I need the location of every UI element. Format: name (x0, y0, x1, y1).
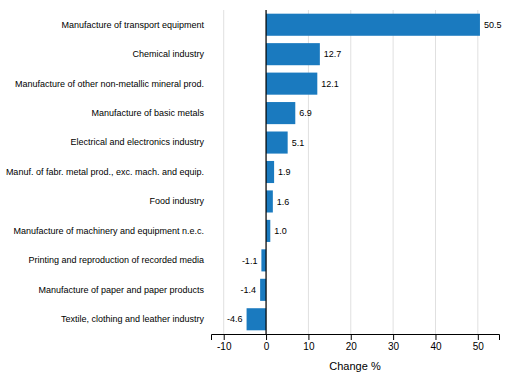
y-tick: Manufacture of machinery and equipment n… (13, 226, 204, 236)
x-tick-mark (393, 334, 394, 340)
y-tick-label: Manuf. of fabr. metal prod., exc. mach. … (6, 167, 204, 177)
x-axis: -10 0 10 20 30 40 50 (212, 334, 500, 352)
x-tick-mark (435, 334, 436, 340)
y-tick-label: Manufacture of basic metals (91, 108, 204, 118)
x-tick-label: 20 (346, 341, 358, 352)
x-tick: 30 (388, 334, 400, 352)
data-label: 6.9 (299, 108, 312, 118)
y-tick: Manufacture of transport equipment (61, 20, 204, 30)
x-tick-label: 30 (388, 341, 400, 352)
y-tick: Printing and reproduction of recorded me… (28, 255, 204, 265)
x-tick-mark (351, 334, 352, 340)
x-axis-line (212, 335, 500, 341)
data-label: 1.0 (274, 226, 287, 236)
data-label: 12.1 (321, 79, 339, 89)
data-label: 1.9 (278, 167, 291, 177)
x-tick: 20 (346, 334, 358, 352)
x-tick-mark (266, 334, 267, 340)
data-label: 50.5 (484, 20, 502, 30)
y-tick-label: Textile, clothing and leather industry (61, 314, 205, 324)
y-tick: Manufacture of paper and paper products (38, 285, 204, 295)
chart: -10 0 10 20 30 40 50 Textile, clothing and leat… (0, 0, 529, 378)
data-label: -1.1 (242, 256, 258, 266)
bar (266, 43, 320, 65)
y-tick-label: Manufacture of paper and paper products (38, 285, 204, 295)
grid-line (393, 10, 394, 334)
bar (260, 279, 266, 301)
y-tick: Food industry (149, 196, 204, 206)
data-label: 5.1 (292, 138, 305, 148)
x-tick-label: 50 (473, 341, 485, 352)
x-tick-label: 0 (264, 341, 270, 352)
bar (247, 308, 266, 330)
grid-line (350, 10, 351, 334)
y-tick-label: Food industry (149, 196, 204, 206)
data-label: -4.6 (227, 314, 243, 324)
bar (266, 102, 295, 124)
data-label: 12.7 (324, 49, 342, 59)
x-tick: 50 (473, 334, 485, 352)
bar (266, 73, 317, 95)
bar (266, 14, 480, 36)
x-axis-title: Change % (329, 360, 381, 372)
grid-line (223, 10, 224, 334)
y-tick-label: Manufacture of transport equipment (61, 20, 204, 30)
y-tick-label: Chemical industry (132, 49, 204, 59)
data-labels: -4.6 -1.4 -1.1 1.0 1.6 1.9 5.1 6.9 12.1 12.7 50.5 (227, 20, 501, 325)
data-label: -1.4 (241, 285, 257, 295)
bar (266, 161, 274, 183)
bar (266, 190, 273, 212)
bar (261, 249, 266, 271)
x-tick-mark (308, 334, 309, 340)
x-tick-mark (224, 334, 225, 340)
y-tick-label: Manufacture of other non-metallic minera… (15, 79, 204, 89)
y-tick: Manufacture of other non-metallic minera… (15, 79, 204, 89)
x-tick: -10 (217, 334, 232, 352)
x-tick-mark (478, 334, 479, 340)
x-tick-label: 40 (430, 341, 442, 352)
x-tick-label: -10 (217, 341, 232, 352)
y-tick: Electrical and electronics industry (70, 137, 204, 147)
y-tick-label: Manufacture of machinery and equipment n… (13, 226, 204, 236)
bar (266, 132, 288, 154)
grid-line (435, 10, 436, 334)
bars (247, 14, 480, 331)
grid-line (266, 10, 267, 334)
y-tick: Manuf. of fabr. metal prod., exc. mach. … (6, 167, 204, 177)
y-axis: Textile, clothing and leather industry Ma… (6, 20, 205, 325)
grid-line (477, 10, 478, 334)
x-tick: 40 (430, 334, 442, 352)
x-tick: 0 (264, 334, 270, 352)
plot: -10 0 10 20 30 40 50 Textile, clothing and leat… (6, 10, 502, 352)
y-tick: Chemical industry (132, 49, 204, 59)
y-tick-label: Printing and reproduction of recorded me… (28, 255, 204, 265)
y-tick: Textile, clothing and leather industry (61, 314, 205, 324)
x-tick: 10 (303, 334, 315, 352)
y-tick: Manufacture of basic metals (91, 108, 204, 118)
x-tick-label: 10 (303, 341, 315, 352)
data-label: 1.6 (277, 197, 290, 207)
grid (224, 10, 478, 334)
bar (266, 220, 270, 242)
y-tick-label: Electrical and electronics industry (70, 137, 204, 147)
zero-line (265, 10, 266, 334)
